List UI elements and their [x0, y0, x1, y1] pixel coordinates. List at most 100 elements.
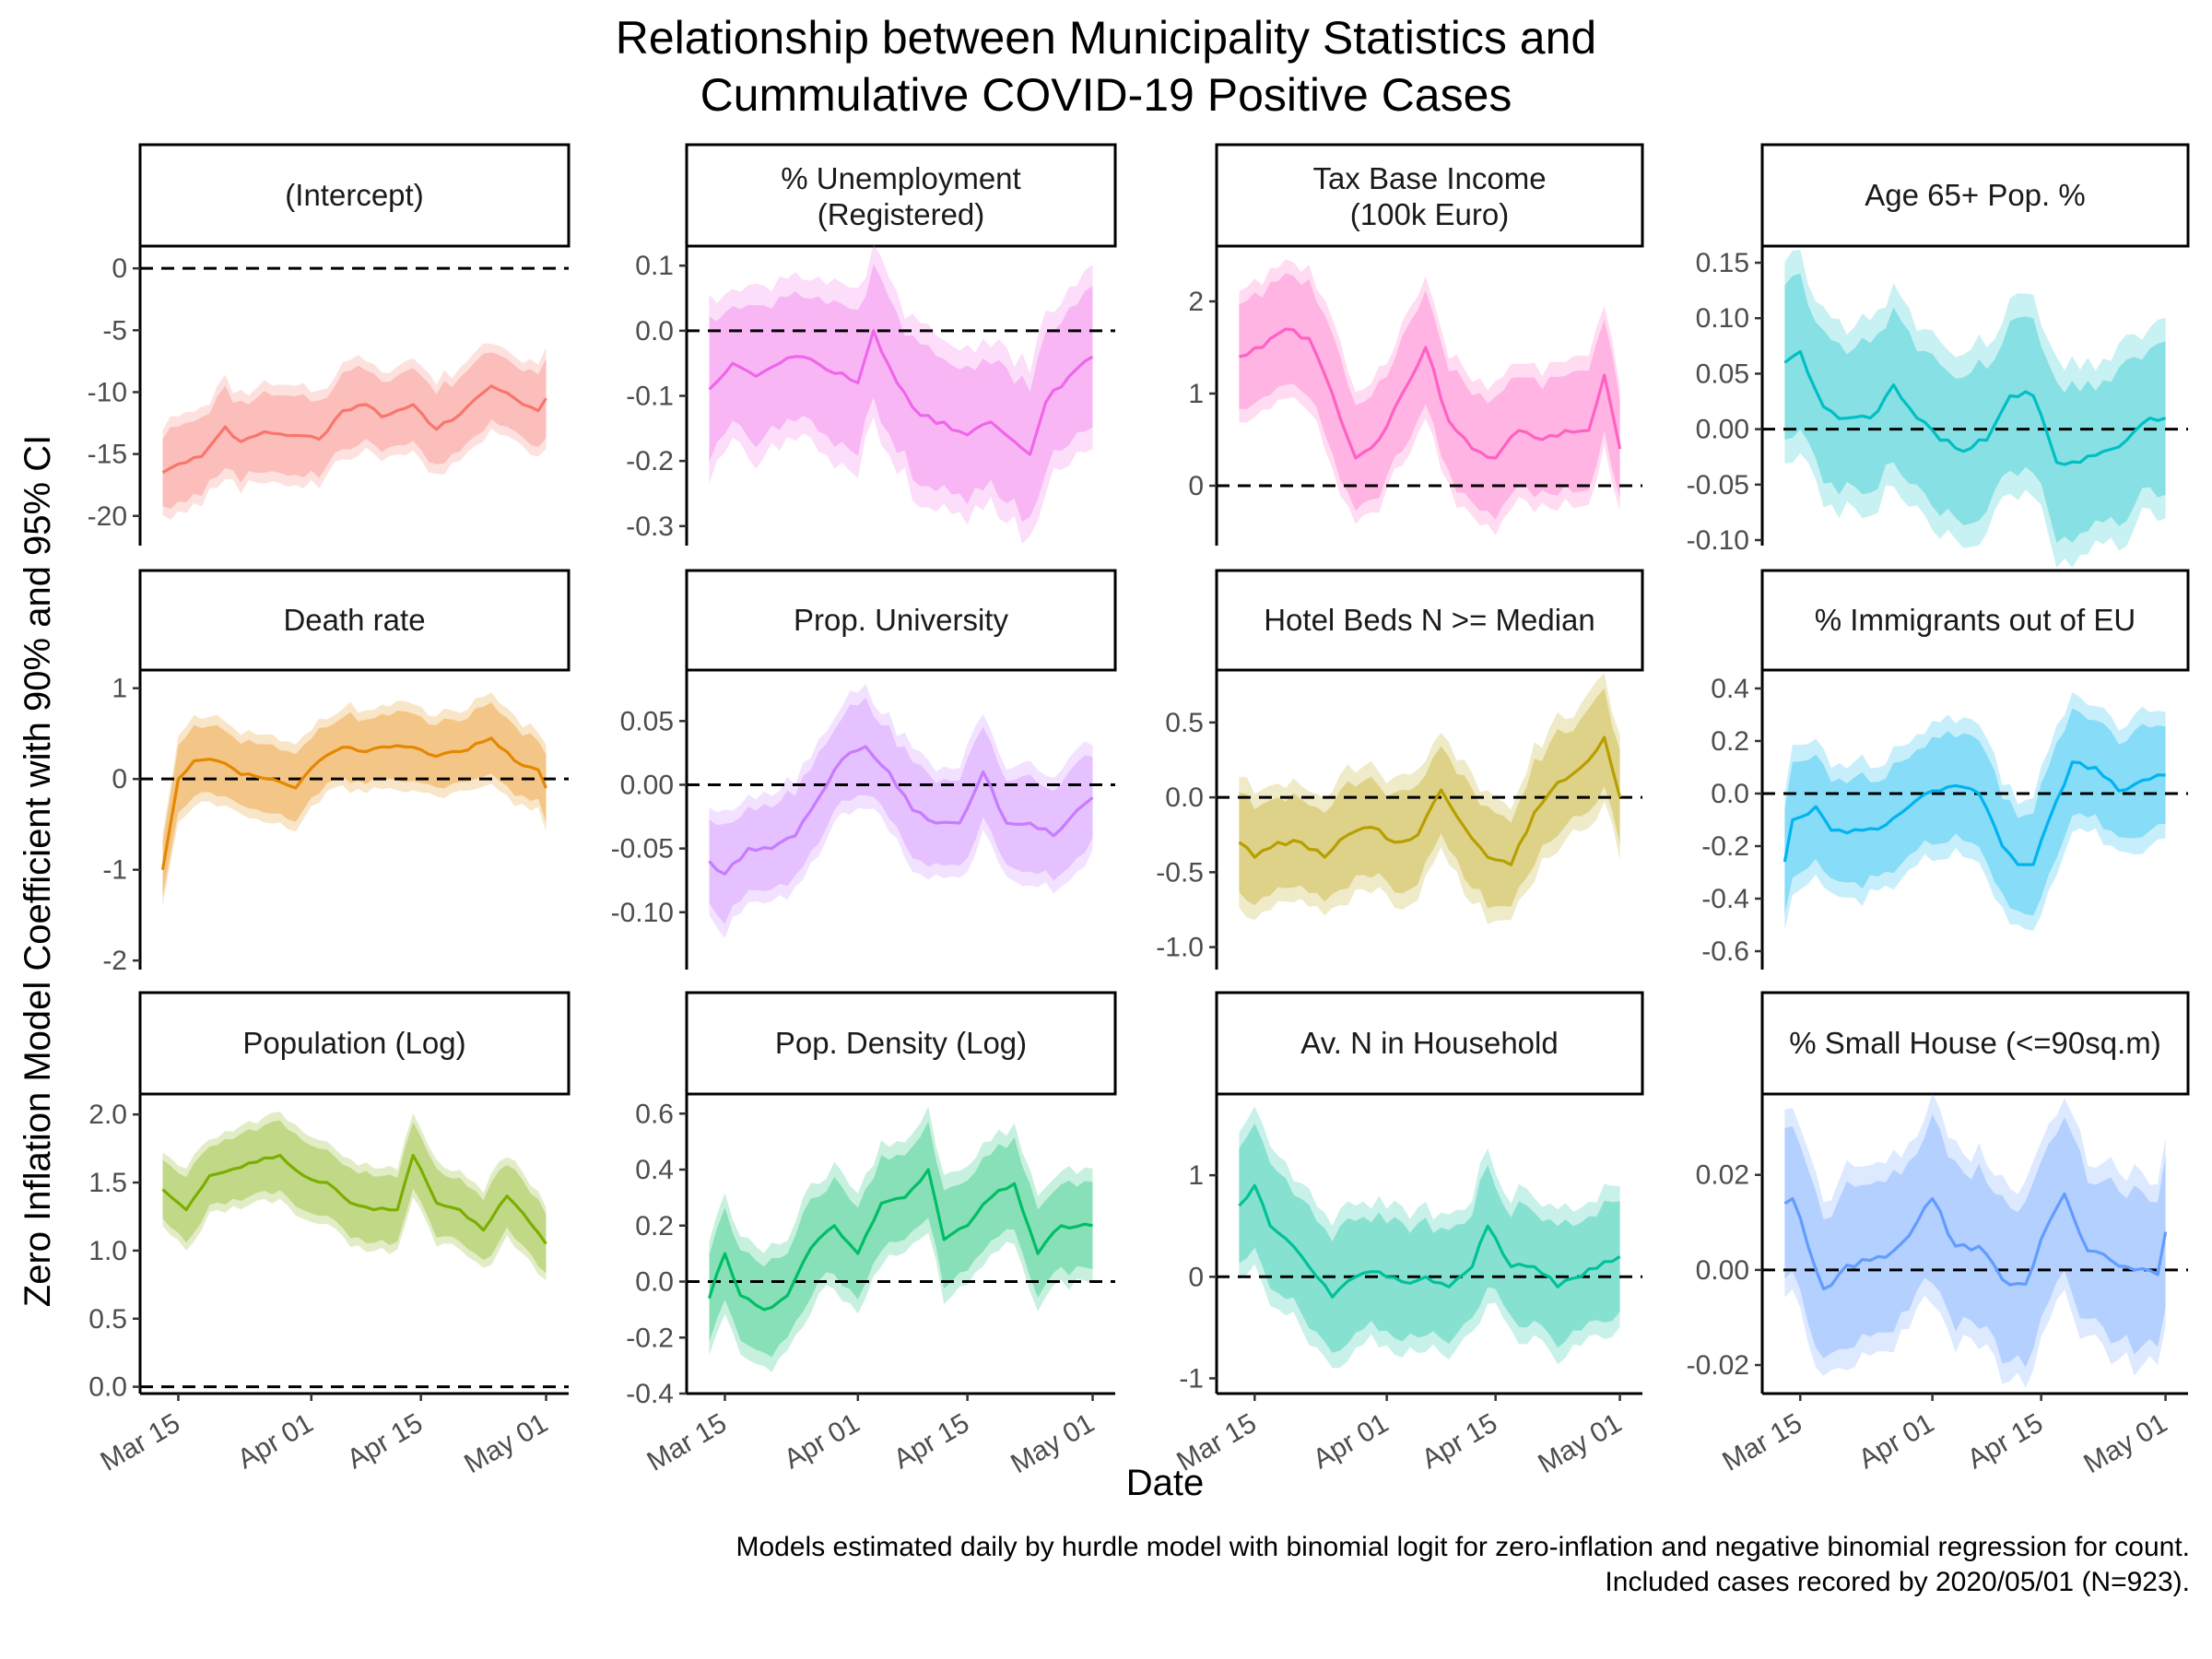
caption-line-1: Models estimated daily by hurdle model w… [736, 1532, 2191, 1562]
facet-panel: Hotel Beds N >= Median 0.5 0.0 -0.5 -1.0 [1156, 569, 1644, 970]
x-tick-label: Apr 15 [888, 1407, 974, 1475]
coefficient-line [1238, 735, 1622, 866]
y-tick-label: -15 [88, 440, 127, 470]
caption: Models estimated daily by hurdle model w… [736, 1532, 2191, 1597]
coefficient-line [160, 736, 547, 870]
y-tick-label: 1.0 [88, 1236, 127, 1266]
y-tick-label: 0.05 [620, 706, 674, 736]
y-tick-label: -0.10 [611, 898, 674, 928]
facet-strip-label: (Registered) [818, 197, 985, 231]
chart-title: Relationship between Municipality Statis… [616, 12, 1596, 121]
ci90-band [1784, 708, 2166, 916]
y-tick-label: 0.00 [1696, 415, 1749, 445]
y-tick-label: 0.15 [1696, 248, 1749, 278]
y-tick-label: 0.02 [1696, 1160, 1749, 1191]
ci95-band [162, 1112, 547, 1280]
y-tick-label: 0.6 [635, 1099, 674, 1129]
y-tick-label: 0 [1188, 471, 1204, 501]
facet-strip-label: % Small House (<=90sq.m) [1789, 1026, 2161, 1060]
y-tick-label: -0.5 [1156, 857, 1204, 888]
y-tick-label: 1 [1188, 1160, 1204, 1191]
chart-title-line-1: Relationship between Municipality Statis… [616, 12, 1596, 64]
facet-strip-box [138, 991, 571, 1096]
facet-strip-label: Age 65+ Pop. % [1865, 178, 2085, 212]
y-tick-label: 1.5 [88, 1168, 127, 1198]
facet-strip-box [1215, 991, 1644, 1096]
ci95-band [162, 692, 547, 906]
y-tick-label: -0.1 [626, 382, 674, 412]
facet-strip-box [685, 991, 1117, 1096]
facet-strip-box [685, 569, 1117, 672]
x-tick-label: May 01 [1533, 1407, 1627, 1479]
facet-panel: Age 65+ Pop. % 0.15 0.10 0.05 0.00 -0.05 -0.10 [1687, 143, 2190, 568]
coefficient-line [1238, 1183, 1621, 1299]
y-tick-label: -0.3 [626, 512, 674, 542]
y-tick-label: 1 [112, 674, 127, 704]
ci90-band [1784, 1113, 2166, 1368]
y-tick-label: 0 [112, 764, 127, 794]
ci95-band [1784, 1092, 2166, 1388]
caption-line-2: Included cases recored by 2020/05/01 (N=… [1605, 1567, 2190, 1597]
ci95-band [709, 1106, 1093, 1372]
ci90-band [162, 1120, 547, 1274]
facet-strip-box [1760, 143, 2190, 248]
facet-panel: % Immigrants out of EU 0.4 0.2 0.0 -0.2 -0.4 -… [1701, 569, 2190, 970]
x-tick-label: May 01 [1006, 1407, 1100, 1479]
y-tick-label: 0.2 [1711, 726, 1749, 757]
facet-panel: Population (Log) 2.0 1.5 1.0 0.5 0.0 Mar 15 Apr… [88, 991, 571, 1479]
y-tick-label: 0.2 [635, 1211, 674, 1241]
facet-strip-box [138, 569, 571, 672]
facet-strip-box [685, 143, 1117, 248]
ci95-band [162, 343, 547, 520]
y-tick-label: 0.0 [1165, 782, 1204, 813]
y-axis-title: Zero Inflation Model Coefficient with 90… [18, 435, 58, 1307]
y-tick-label: -1.0 [1156, 933, 1204, 963]
facet-strip-label: (Intercept) [285, 178, 423, 212]
ci95-band [1239, 259, 1620, 535]
coefficient-line [1239, 327, 1622, 460]
y-tick-label: -0.4 [626, 1379, 674, 1409]
facet-panel: % Unemployment(Registered) 0.1 0.0 -0.1 -0.2… [626, 143, 1117, 546]
y-tick-label: 0.00 [620, 770, 674, 800]
ci95-band [1784, 250, 2166, 568]
x-tick-label: Apr 15 [342, 1407, 428, 1475]
x-tick-label: Apr 01 [232, 1407, 318, 1475]
facet-strip-label: Death rate [283, 603, 425, 637]
ci90-band [162, 352, 547, 510]
y-tick-label: -0.2 [626, 1323, 674, 1353]
coefficient-line [708, 329, 1094, 456]
y-tick-label: 0 [112, 253, 127, 284]
facet-panels: (Intercept)0-5-10-15-20% Unemployment(Re… [88, 143, 2190, 1479]
y-tick-label: 0.4 [1711, 674, 1749, 704]
y-tick-label: -2 [102, 946, 127, 976]
ci95-band [1784, 692, 2166, 931]
x-tick-label: Apr 15 [1417, 1407, 1502, 1475]
coefficient-line [161, 1153, 547, 1245]
y-tick-label: 0.0 [635, 316, 674, 347]
facet-strip-label: % Immigrants out of EU [1815, 603, 2136, 637]
facet-strip-box [1215, 143, 1644, 248]
ci95-band [709, 243, 1093, 544]
coefficient-line [708, 745, 1094, 876]
y-tick-label: -0.05 [1687, 470, 1749, 500]
ci95-band [709, 683, 1093, 939]
coefficient-line [707, 1168, 1093, 1312]
x-tick-label: Apr 01 [1853, 1407, 1939, 1475]
y-tick-label: -0.02 [1687, 1350, 1749, 1381]
x-tick-label: May 01 [459, 1407, 553, 1479]
facet-strip-label: Pop. Density (Log) [775, 1026, 1027, 1060]
coefficient-line [1783, 1192, 2168, 1291]
x-tick-label: May 01 [2078, 1407, 2172, 1479]
y-tick-label: -0.05 [611, 834, 674, 865]
y-tick-label: 0.0 [635, 1267, 674, 1298]
y-tick-label: 0.5 [1165, 708, 1204, 738]
facet-strip-label: (100k Euro) [1350, 197, 1509, 231]
y-tick-label: -1 [1179, 1363, 1204, 1394]
facet-strip-box [1215, 569, 1644, 672]
y-tick-label: -0.2 [626, 446, 674, 477]
y-tick-label: -20 [88, 501, 127, 532]
facet-strip-label: % Unemployment [781, 161, 1020, 195]
x-tick-label: Apr 15 [1962, 1407, 2048, 1475]
